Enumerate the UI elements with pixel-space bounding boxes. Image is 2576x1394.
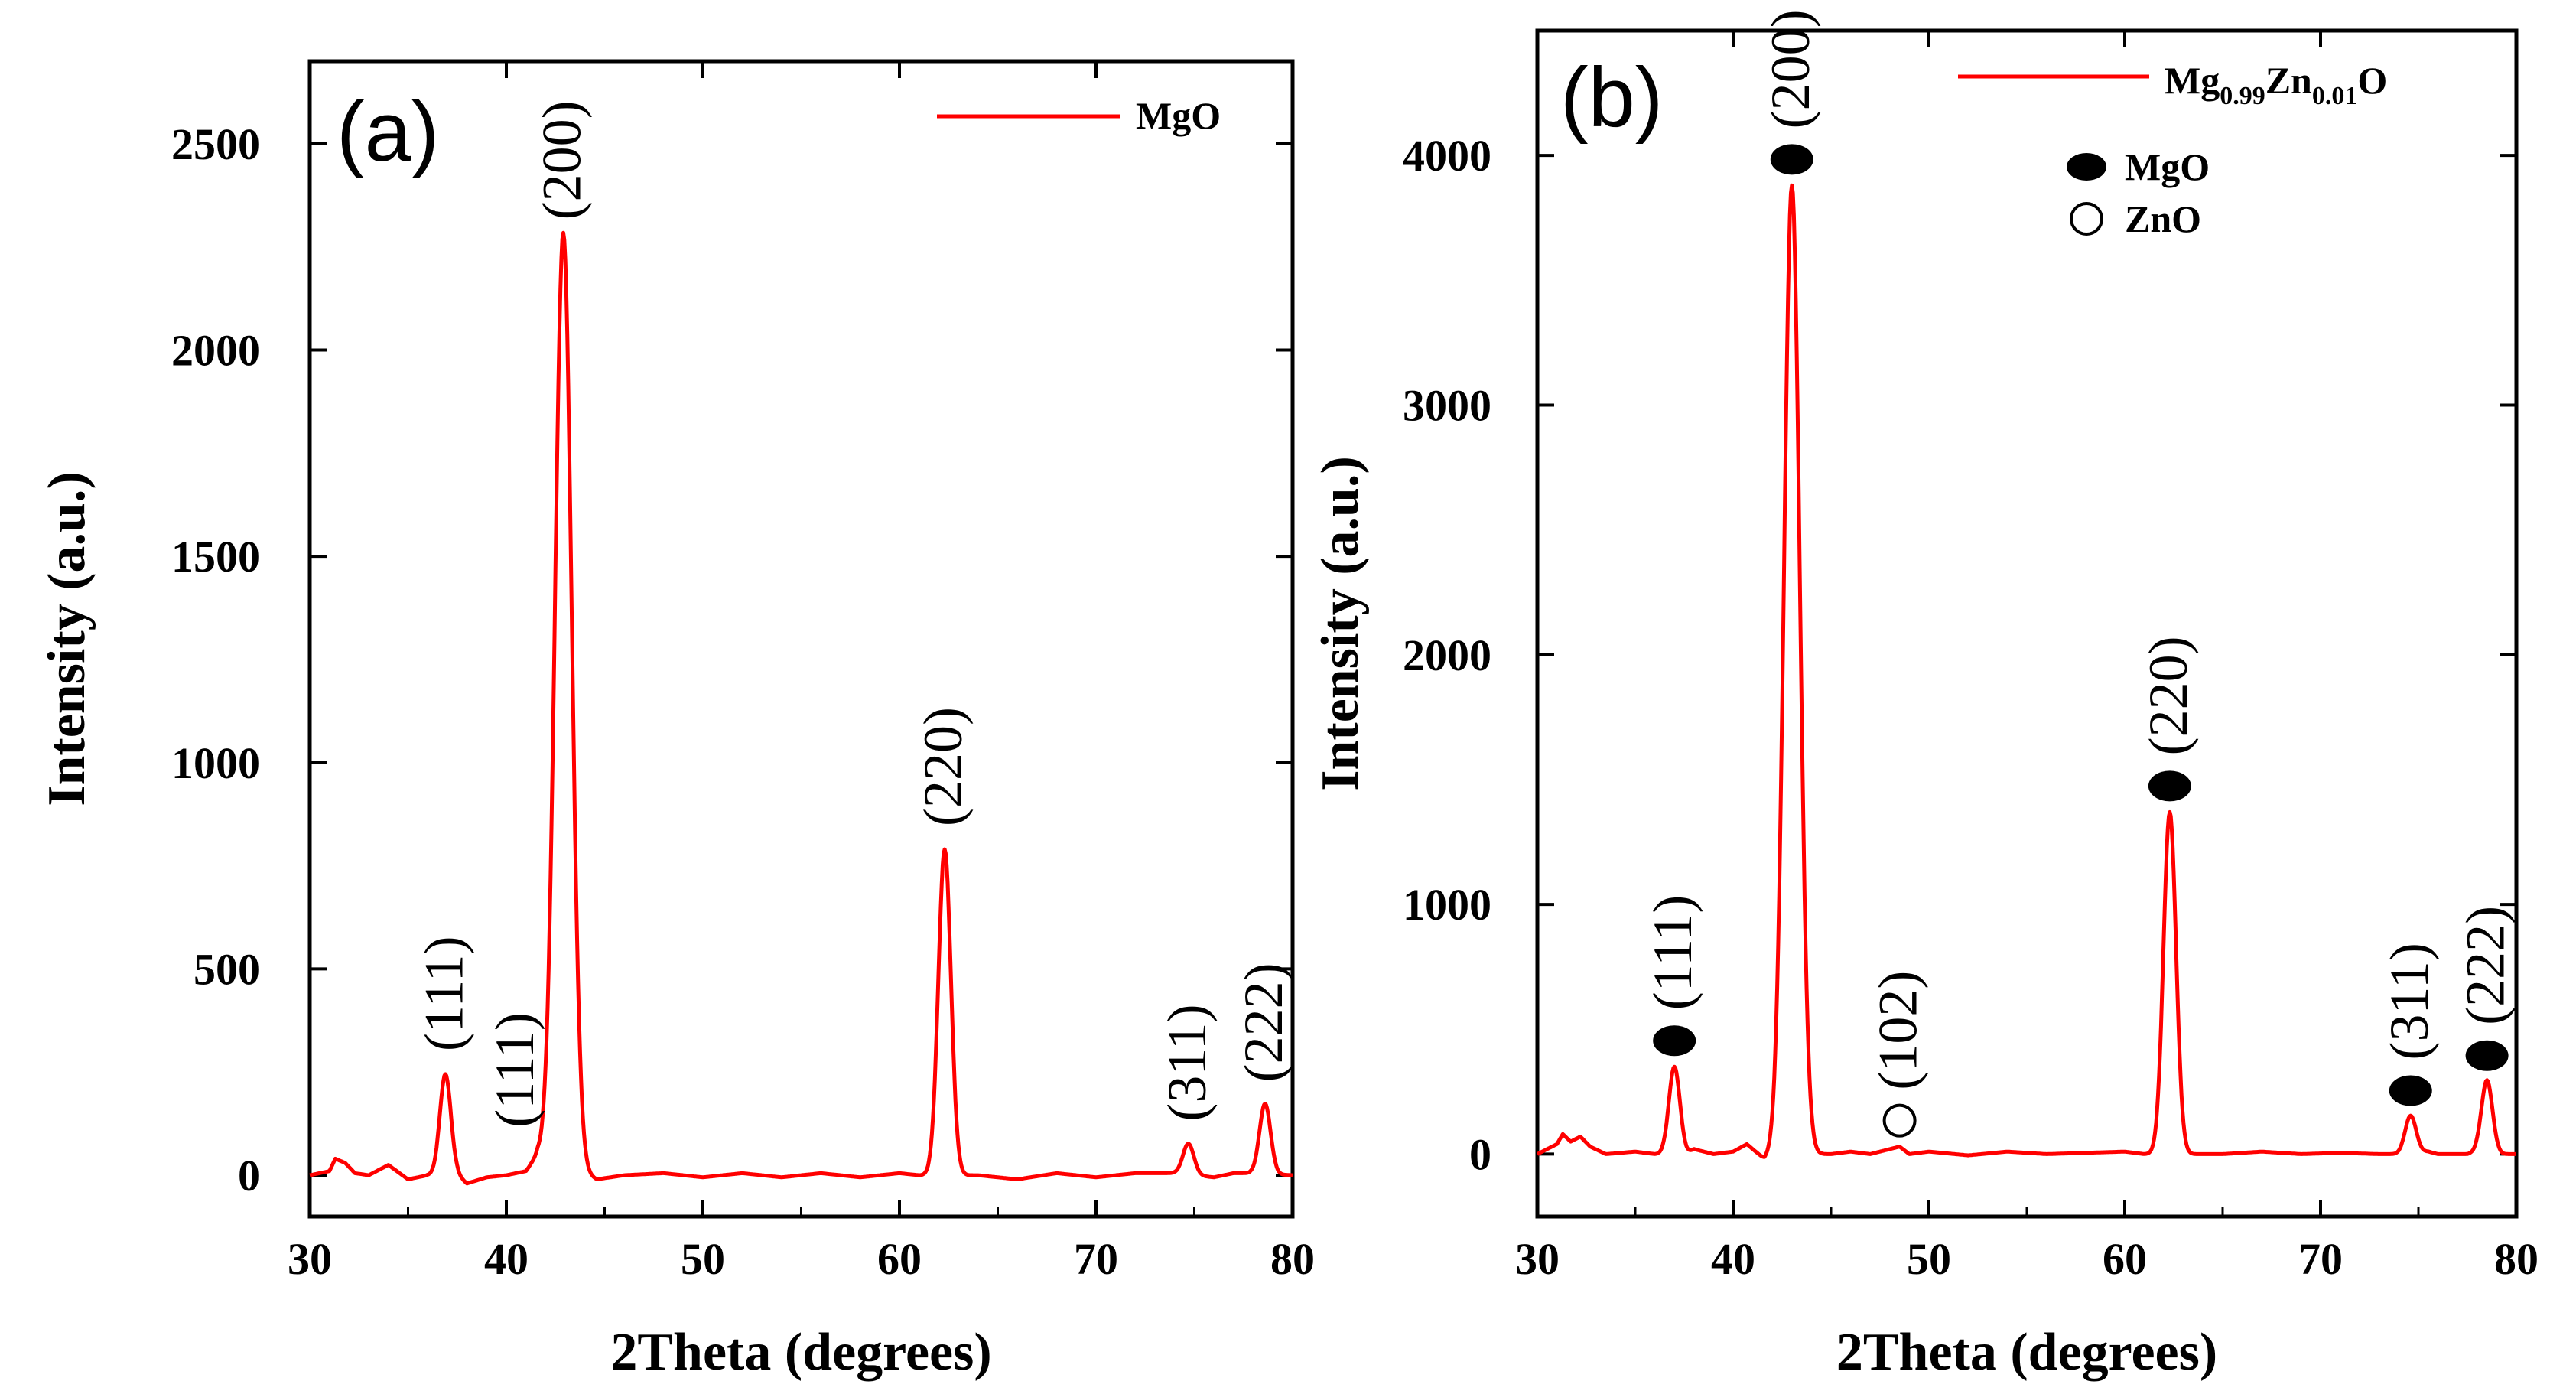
x-tick-label: 60	[2103, 1234, 2147, 1284]
legend-marker-label: MgO	[2125, 145, 2210, 188]
x-axis-title: 2Theta (degrees)	[610, 1323, 991, 1382]
panel-label: (b)	[1560, 50, 1663, 145]
y-tick-label: 2000	[171, 326, 260, 376]
peak-label: (222)	[2455, 906, 2516, 1025]
legend-zno-marker	[2070, 202, 2103, 236]
x-tick-label: 60	[877, 1234, 922, 1284]
mgo-phase-marker	[1770, 144, 1813, 175]
peak-label: (111)	[413, 936, 474, 1051]
legend-label-part: O	[2357, 59, 2387, 102]
peak-label: (222)	[1233, 962, 1294, 1082]
legend-marker-label: ZnO	[2125, 197, 2201, 240]
zno-phase-marker	[1882, 1103, 1917, 1138]
x-tick-label: 70	[1074, 1234, 1118, 1284]
panel-label: (a)	[337, 85, 439, 179]
peak-label: (220)	[2138, 636, 2199, 755]
legend-label-part: Zn	[2265, 59, 2312, 102]
y-axis-title: Intensity (a.u.)	[37, 471, 96, 806]
peak-label: (200)	[532, 100, 593, 220]
y-axis-title: Intensity (a.u.)	[1311, 456, 1370, 791]
y-tick-label: 1000	[1403, 880, 1491, 930]
x-axis-title: 2Theta (degrees)	[1836, 1323, 2217, 1382]
x-tick-label: 40	[484, 1234, 529, 1284]
legend-label-part: Mg	[2165, 59, 2220, 102]
x-tick-label: 50	[1907, 1234, 1951, 1284]
y-tick-label: 1500	[171, 532, 260, 581]
x-tick-label: 30	[288, 1234, 332, 1284]
legend-label: MgO	[1136, 94, 1221, 137]
peak-label: (200)	[1760, 9, 1821, 129]
y-tick-label: 2500	[171, 119, 260, 169]
y-tick-label: 2000	[1403, 630, 1491, 680]
x-tick-label: 80	[2494, 1234, 2539, 1284]
y-tick-label: 1000	[171, 738, 260, 788]
y-tick-label: 4000	[1403, 131, 1491, 181]
y-tick-label: 3000	[1403, 380, 1491, 430]
legend-label: Mg0.99Zn0.01O	[2165, 59, 2387, 110]
panel-a-mgo-chart: 30 40 50 60 70 80 0 500 1000 1500 2000 2500 2Theta (…	[37, 59, 1315, 1382]
x-tick-label: 40	[1711, 1234, 1755, 1284]
y-tick-label: 500	[194, 944, 260, 994]
peak-label: (111)	[1642, 895, 1703, 1011]
panel-b-mgzno-chart: 30 40 50 60 70 80 0 1000 2000 3000 4000 2Theta (deg…	[1311, 9, 2539, 1382]
x-tick-label: 50	[681, 1234, 725, 1284]
xrd-series-line	[308, 230, 1294, 1186]
peak-label: (111)	[484, 1012, 545, 1128]
mgo-phase-marker	[1653, 1025, 1696, 1057]
mgo-phase-marker	[2389, 1075, 2432, 1106]
legend-mgo-marker	[2067, 153, 2106, 181]
x-tick-label: 80	[1270, 1234, 1315, 1284]
peak-label: (311)	[2379, 943, 2440, 1060]
legend-label-part: 0.01	[2312, 82, 2358, 110]
x-tick-label: 70	[2298, 1234, 2343, 1284]
y-tick-label: 0	[238, 1151, 260, 1200]
x-tick-label: 30	[1515, 1234, 1560, 1284]
peak-label: (311)	[1156, 1004, 1218, 1121]
peak-label: (102)	[1868, 971, 1929, 1090]
legend-label-part: 0.99	[2220, 82, 2265, 110]
mgo-phase-marker	[2148, 770, 2191, 802]
mgo-phase-marker	[2465, 1040, 2509, 1071]
xrd-series-line	[1536, 183, 2518, 1159]
y-tick-label: 0	[1469, 1129, 1491, 1179]
peak-label: (220)	[912, 707, 974, 826]
